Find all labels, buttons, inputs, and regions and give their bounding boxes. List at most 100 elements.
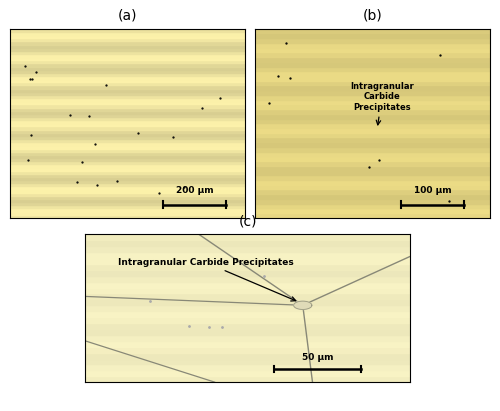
Bar	[10, 35, 245, 38]
Bar	[10, 186, 245, 189]
Bar	[10, 42, 245, 44]
Polygon shape	[294, 301, 312, 309]
Bar	[10, 98, 245, 101]
Text: Intragranular Carbide Precipitates: Intragranular Carbide Precipitates	[118, 258, 296, 301]
Bar	[255, 38, 490, 43]
Bar	[255, 95, 490, 100]
Bar	[85, 305, 410, 311]
Bar	[85, 258, 410, 264]
Bar	[255, 48, 490, 53]
Bar	[10, 51, 245, 54]
Bar	[85, 317, 410, 323]
Bar	[10, 133, 245, 136]
Bar	[85, 282, 410, 288]
Bar	[255, 180, 490, 185]
Bar	[10, 208, 245, 212]
Bar	[10, 114, 245, 117]
Bar	[10, 101, 245, 104]
Text: (b): (b)	[362, 9, 382, 23]
Text: 200 μm: 200 μm	[176, 186, 214, 195]
Bar	[85, 234, 410, 240]
Bar	[85, 335, 410, 341]
Bar	[10, 152, 245, 155]
Bar	[10, 205, 245, 208]
Bar	[255, 142, 490, 147]
Bar	[10, 117, 245, 120]
Bar	[10, 85, 245, 89]
Bar	[10, 161, 245, 164]
Bar	[10, 196, 245, 199]
Bar	[10, 48, 245, 51]
Bar	[255, 128, 490, 133]
Bar	[255, 194, 490, 199]
Bar	[255, 57, 490, 62]
Text: 100 μm: 100 μm	[414, 186, 451, 195]
Bar	[10, 104, 245, 108]
Bar	[10, 120, 245, 123]
Bar	[10, 193, 245, 196]
Bar	[10, 29, 245, 32]
Bar	[10, 70, 245, 73]
Bar	[10, 199, 245, 202]
Bar	[255, 29, 490, 34]
Bar	[255, 152, 490, 157]
Bar	[10, 44, 245, 48]
Bar	[85, 365, 410, 370]
Bar	[10, 32, 245, 35]
Bar	[255, 81, 490, 85]
Bar	[255, 161, 490, 166]
Bar	[255, 43, 490, 48]
Text: 50 μm: 50 μm	[302, 353, 333, 362]
Bar	[85, 276, 410, 282]
Bar	[85, 270, 410, 276]
Bar	[10, 177, 245, 180]
Bar	[255, 171, 490, 175]
Bar	[255, 76, 490, 81]
Bar	[255, 53, 490, 57]
Bar	[255, 175, 490, 180]
Bar	[255, 147, 490, 152]
Bar	[255, 67, 490, 72]
Bar	[255, 109, 490, 114]
Bar	[10, 127, 245, 129]
Bar	[10, 180, 245, 183]
Bar	[10, 57, 245, 60]
Bar	[85, 329, 410, 335]
Bar	[255, 203, 490, 208]
Text: Intragranular
Carbide
Precipitates: Intragranular Carbide Precipitates	[350, 82, 414, 125]
Bar	[10, 111, 245, 114]
Bar	[10, 92, 245, 95]
Bar	[10, 167, 245, 171]
Bar	[85, 293, 410, 299]
Bar	[10, 202, 245, 205]
Bar	[255, 213, 490, 218]
Bar	[85, 299, 410, 305]
Bar	[10, 145, 245, 148]
Bar	[10, 82, 245, 85]
Bar	[10, 189, 245, 193]
Bar	[255, 199, 490, 204]
Bar	[10, 60, 245, 63]
Bar	[255, 166, 490, 171]
Bar	[10, 54, 245, 57]
Bar	[255, 62, 490, 67]
Bar	[10, 215, 245, 218]
Bar	[10, 95, 245, 98]
Bar	[255, 118, 490, 123]
Bar	[85, 347, 410, 353]
Bar	[10, 67, 245, 70]
Bar	[85, 311, 410, 317]
Bar	[10, 171, 245, 174]
Bar	[85, 353, 410, 358]
Bar	[10, 142, 245, 145]
Bar	[255, 123, 490, 128]
Bar	[85, 252, 410, 258]
Bar	[85, 288, 410, 293]
Bar	[10, 164, 245, 167]
Bar	[10, 139, 245, 142]
Bar	[255, 72, 490, 76]
Bar	[255, 189, 490, 194]
Bar	[10, 158, 245, 161]
Bar	[255, 104, 490, 109]
Bar	[10, 136, 245, 139]
